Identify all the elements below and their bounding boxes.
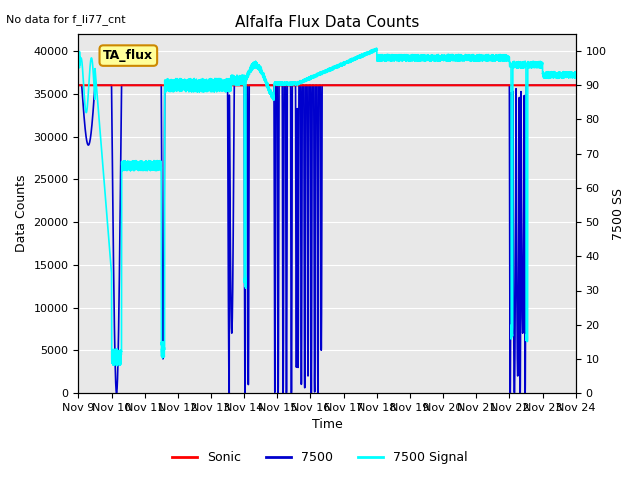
Y-axis label: Data Counts: Data Counts [15,175,28,252]
X-axis label: Time: Time [312,419,342,432]
Legend: Sonic, 7500, 7500 Signal: Sonic, 7500, 7500 Signal [167,446,473,469]
Text: No data for f_li77_cnt: No data for f_li77_cnt [6,14,126,25]
Y-axis label: 7500 SS: 7500 SS [612,188,625,240]
Title: Alfalfa Flux Data Counts: Alfalfa Flux Data Counts [235,15,419,30]
Text: TA_flux: TA_flux [103,49,154,62]
